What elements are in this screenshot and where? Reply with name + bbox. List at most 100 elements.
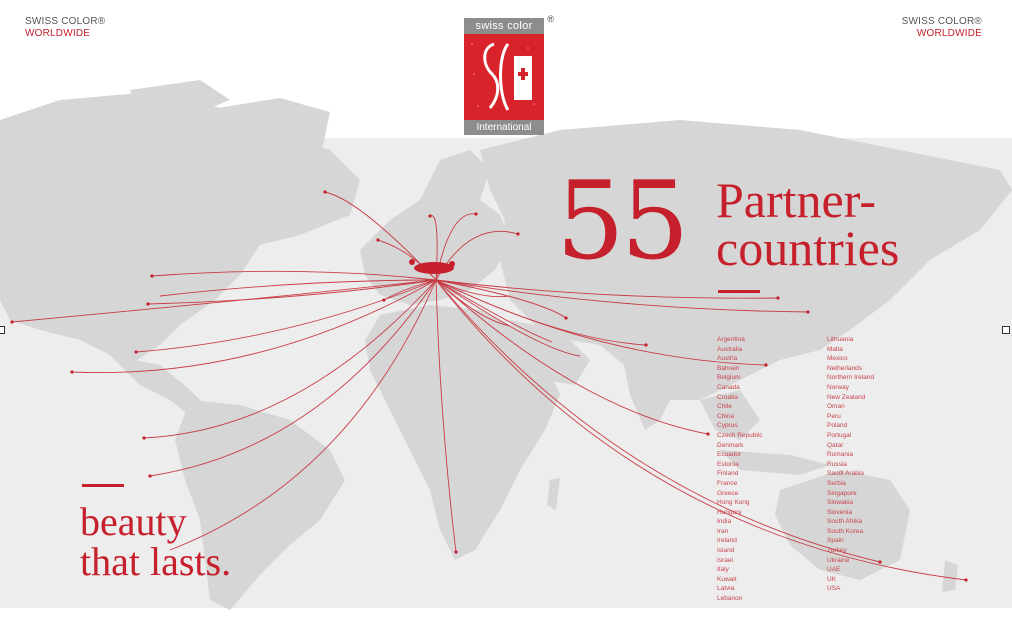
route-dot — [454, 550, 458, 554]
country-item: Finland — [717, 470, 739, 478]
europe-hub-cluster — [409, 259, 455, 274]
country-item: Ukraine — [827, 556, 850, 564]
country-item: Hungary — [717, 508, 742, 516]
country-item: Kuwait — [717, 575, 737, 583]
route-dot — [376, 238, 380, 242]
route-line — [435, 279, 881, 563]
route-line — [149, 279, 437, 477]
country-item: Bahrain — [717, 364, 740, 372]
country-item: Ireland — [717, 537, 737, 545]
tagline-line-1: beauty — [80, 499, 187, 544]
heading-line-1: Partner- — [716, 172, 877, 228]
greenland-shape — [205, 98, 330, 200]
indonesia-shape — [720, 450, 830, 475]
country-item: Slovenia — [827, 508, 852, 516]
route-dot — [564, 316, 568, 320]
country-item: Cyprus — [717, 422, 738, 430]
route-line — [383, 279, 437, 301]
country-item: Peru — [827, 412, 841, 420]
route-dot — [776, 296, 780, 300]
country-item: Norway — [827, 383, 850, 391]
resize-handle-right[interactable] — [1002, 326, 1010, 334]
route-dot — [806, 310, 810, 314]
country-item: China — [717, 412, 734, 420]
country-item: Czech Republic — [717, 431, 763, 439]
route-line — [435, 279, 567, 319]
country-item: Mexico — [827, 355, 848, 363]
country-item: South Afrika — [827, 518, 863, 526]
route-line — [435, 279, 709, 435]
country-item: Netherlands — [827, 364, 863, 372]
country-item: UK — [827, 575, 837, 583]
route-dot — [964, 578, 968, 582]
hub-marker — [449, 261, 455, 267]
country-item: Israel — [717, 556, 733, 564]
country-item: Qatar — [827, 441, 844, 449]
heading-line-2: countries — [716, 220, 900, 276]
route-line — [435, 279, 767, 366]
country-item: Belgium — [717, 374, 741, 382]
country-item: Serbia — [827, 479, 846, 487]
route-line — [435, 279, 511, 298]
route-dots — [10, 190, 968, 582]
logo-bottom-label: International — [464, 120, 544, 135]
route-dot — [644, 343, 648, 347]
country-item: New Zealand — [827, 393, 866, 401]
country-item: Croatia — [717, 393, 738, 401]
route-line — [435, 279, 511, 327]
route-line — [435, 279, 809, 313]
country-item: Rumania — [827, 451, 854, 459]
route-dot — [516, 232, 520, 236]
country-item: Denmark — [717, 441, 744, 449]
country-item: Turkey — [827, 547, 847, 555]
country-item: Poland — [827, 422, 848, 430]
hub-marker — [409, 259, 415, 265]
route-dot — [150, 274, 154, 278]
country-item: Austria — [717, 355, 738, 363]
route-dot — [474, 212, 478, 216]
tagline-divider — [82, 484, 124, 487]
route-dot — [142, 436, 146, 440]
country-item: Argentina — [717, 336, 745, 343]
route-line — [435, 279, 581, 357]
country-list-column-1: Argentina Australia Austria Bahrain Belgium C… — [717, 335, 763, 604]
route-line — [377, 239, 437, 281]
route-line — [435, 279, 967, 581]
country-item: Spain — [827, 537, 844, 545]
country-item: Hong Kong — [717, 499, 750, 507]
registered-mark: ® — [547, 14, 554, 24]
country-item: Northern Ireland — [827, 374, 874, 382]
new-zealand-shape — [942, 560, 958, 592]
route-dot — [706, 432, 710, 436]
scandinavia-shape — [420, 150, 490, 200]
country-item: Ecuador — [717, 451, 742, 459]
country-item: Malta — [827, 345, 843, 353]
country-item: Russia — [827, 460, 847, 468]
country-item: Greece — [717, 489, 739, 497]
country-item: Canada — [717, 383, 740, 391]
route-line — [135, 279, 437, 353]
brand-subtitle: WORLDWIDE — [25, 28, 91, 39]
tagline: beauty that lasts. — [80, 502, 231, 582]
southeast-asia-shape — [700, 390, 760, 440]
logo-monogram-icon — [471, 42, 535, 111]
country-item: Lebanon — [717, 595, 743, 603]
brand-name: SWISS COLOR® — [25, 16, 106, 27]
route-line — [151, 270, 437, 281]
country-item: Estonia — [717, 460, 739, 468]
asia-shape — [480, 120, 1012, 400]
route-line — [71, 279, 437, 373]
partner-countries-heading: Partner- countries — [716, 172, 900, 276]
country-item: Singapore — [827, 489, 857, 497]
country-list-column-2: Lithuania Malta Mexico Netherlands Northern … — [827, 335, 874, 594]
madagascar-shape — [547, 478, 560, 510]
route-dot — [70, 370, 74, 374]
route-dot — [323, 190, 327, 194]
country-item: Italy — [717, 566, 729, 574]
route-line — [147, 279, 437, 305]
route-dot — [428, 214, 432, 218]
resize-handle-left[interactable] — [0, 326, 5, 334]
brand-subtitle: WORLDWIDE — [916, 28, 982, 39]
country-item: Portugal — [827, 431, 852, 439]
